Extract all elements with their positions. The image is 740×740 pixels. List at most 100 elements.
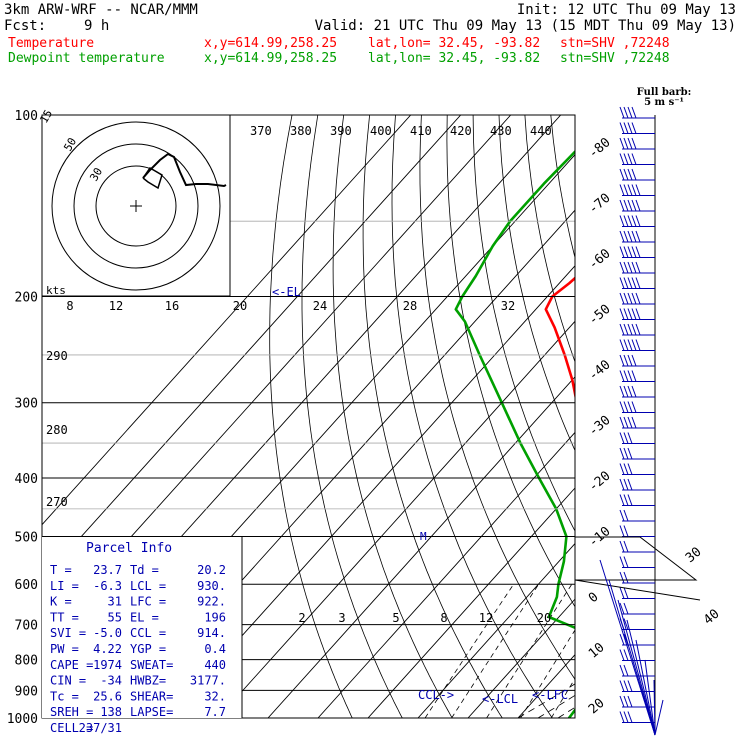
- parcel-info-title: Parcel Info: [86, 541, 172, 556]
- wind-barb-fan: [617, 599, 656, 736]
- isotherm-tick-label-right: 30: [683, 545, 705, 567]
- wind-barb: [619, 509, 655, 522]
- parcel-info-value: 0.4: [204, 642, 226, 656]
- parcel-info-value: 914.: [197, 626, 226, 640]
- wind-barb: [619, 711, 655, 723]
- wind-barb: [619, 230, 655, 243]
- mixing-ratio-tick-label: 3: [338, 611, 345, 625]
- dewpoint-stn: stn=SHV ,72248: [560, 51, 670, 66]
- pressure-tick-label: 600: [15, 578, 38, 593]
- parcel-info-key: LAPSE=: [130, 705, 173, 719]
- hodograph-speed-label: 24: [313, 299, 327, 313]
- wind-barb: [619, 649, 655, 661]
- barb-frame-line: [575, 536, 698, 581]
- hodograph-speed-label: 12: [109, 299, 123, 313]
- header-valid: Valid: 21 UTC Thu 09 May 13 (15 MDT Thu …: [314, 18, 736, 34]
- header-model: 3km ARW-WRF -- NCAR/MMM: [4, 2, 198, 18]
- temperature-stn: stn=SHV ,72248: [560, 36, 670, 51]
- pressure-tick-label: 100: [15, 109, 38, 124]
- hodograph-ring-label: 15: [37, 108, 55, 126]
- isotherm-line: [167, 265, 575, 718]
- parcel-info-key: HWBZ=: [130, 674, 166, 688]
- pressure-tick-label: 700: [15, 619, 38, 634]
- wind-barb-fan: [644, 659, 656, 736]
- isotherm-tick-label: -60: [586, 246, 614, 273]
- dry-adiabat-tick-label: 280: [46, 423, 68, 437]
- parcel-info-value: 196: [204, 610, 226, 624]
- mixing-ratio-line: [424, 583, 514, 718]
- parcel-info-key: CAPE =: [50, 658, 93, 672]
- wind-barb: [619, 385, 655, 398]
- wind-barb-fan: [626, 619, 656, 736]
- ccl-annotation: CCL->: [418, 688, 454, 702]
- plot-frame: [41, 114, 576, 719]
- theta-tick-label: 370: [250, 124, 272, 138]
- pressure-tick-label: 400: [15, 472, 38, 487]
- theta-tick-label: 420: [450, 124, 472, 138]
- wind-barb: [619, 137, 655, 150]
- parcel-info-value: 138: [100, 705, 122, 719]
- theta-tick-label: 400: [370, 124, 392, 138]
- isotherm-line: [317, 431, 575, 718]
- parcel-info-value: 7.7: [204, 705, 226, 719]
- hodograph-kts-label: kts: [46, 284, 66, 297]
- el-annotation: <-EL: [272, 285, 301, 299]
- parcel-info-key: EL =: [130, 610, 159, 624]
- theta-tick-label: 440: [530, 124, 552, 138]
- dry-adiabat-line: [550, 115, 575, 260]
- dry-adiabat-line: [732, 115, 740, 718]
- wind-barb: [619, 215, 655, 227]
- barb-frame-line: [574, 579, 701, 601]
- hodograph-speed-label: 20: [233, 299, 247, 313]
- mixing-ratio-line: [486, 583, 573, 718]
- parcel-info-value: 20.2: [197, 563, 226, 577]
- dry-adiabat-line: [332, 115, 453, 718]
- parcel-info-key: YGP =: [130, 642, 166, 656]
- mixing-ratio-line: [550, 677, 575, 718]
- barb-legend-unit: 5 m s⁻¹: [644, 97, 684, 108]
- parcel-info-key: T =: [50, 563, 72, 577]
- isotherm-tick-label-right: 40: [701, 607, 723, 629]
- theta-tick-label: 390: [330, 124, 352, 138]
- dry-adiabat-line: [628, 115, 740, 718]
- wind-barb: [619, 416, 655, 429]
- dry-adiabat-line: [391, 115, 553, 718]
- wind-barb: [619, 587, 655, 599]
- dewpoint-xy: x,y=614.99,258.25: [204, 51, 338, 66]
- parcel-info-key: LI =: [50, 579, 79, 593]
- parcel-info-box: [42, 537, 242, 718]
- wind-barb: [619, 447, 655, 460]
- mixing-ratio-tick-label: 5: [392, 611, 399, 625]
- mixing-ratio-tick-label: 12: [479, 611, 493, 625]
- hodograph-ring-label: 30: [87, 166, 105, 184]
- dry-adiabat-tick-label: 270: [46, 495, 68, 509]
- wind-barb-fan: [654, 699, 664, 736]
- isotherm-line: [42, 115, 412, 526]
- wind-barb: [619, 556, 655, 568]
- wind-barb: [619, 525, 655, 537]
- wind-barb: [619, 478, 655, 491]
- parcel-info-key: LCL =: [130, 579, 166, 593]
- temperature-latlon: lat,lon= 32.45, -93.82: [368, 36, 541, 51]
- pressure-tick-label: 900: [15, 684, 38, 699]
- isotherm-tick-label: -20: [586, 468, 614, 495]
- hodograph-speed-label: 32: [501, 299, 515, 313]
- mixing-ratio-tick-label: 20: [537, 611, 551, 625]
- temperature-trace: [544, 276, 575, 401]
- temperature-xy: x,y=614.99,258.25: [204, 36, 338, 51]
- theta-tick-label: 430: [490, 124, 512, 138]
- wind-barb-fan: [608, 579, 656, 736]
- parcel-info-value: 55: [108, 610, 122, 624]
- wind-barb: [619, 339, 655, 351]
- isotherm-tick-label: 10: [586, 640, 608, 662]
- marker-label: M: [420, 530, 427, 543]
- wind-barb: [619, 540, 655, 553]
- wind-barb: [619, 308, 655, 320]
- hodograph-ring: [73, 143, 199, 269]
- theta-tick-label: 410: [410, 124, 432, 138]
- isotherm-line: [417, 542, 575, 718]
- hodograph-speed-label: 8: [66, 299, 73, 313]
- wind-barb: [619, 401, 655, 413]
- dry-adiabat-line: [362, 115, 503, 718]
